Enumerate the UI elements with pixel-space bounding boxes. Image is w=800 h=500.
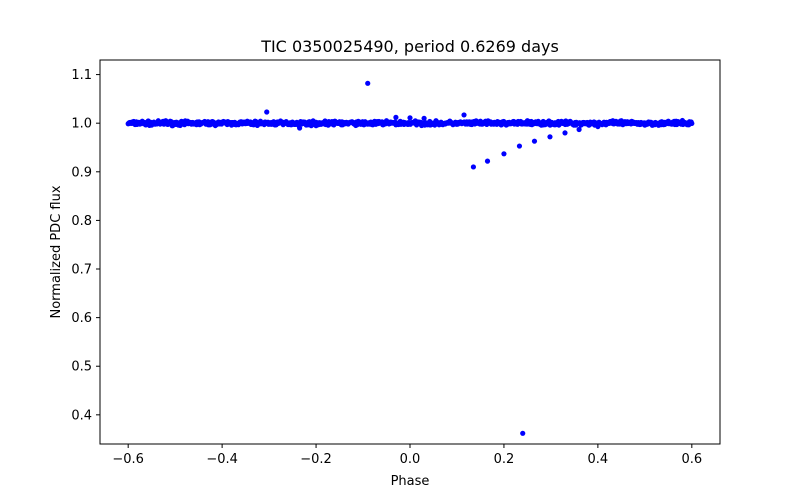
x-tick-label: −0.4 — [206, 452, 238, 467]
data-point — [281, 122, 286, 127]
data-point — [471, 164, 476, 169]
data-point — [478, 119, 483, 124]
data-point — [642, 123, 647, 128]
data-point — [264, 109, 269, 114]
data-point — [553, 122, 558, 127]
data-point — [525, 118, 530, 123]
y-tick-label: 0.6 — [71, 311, 92, 326]
y-tick-label: 1.0 — [71, 117, 92, 132]
data-point — [501, 151, 506, 156]
data-point — [384, 118, 389, 123]
data-point — [163, 118, 168, 123]
y-tick-label: 0.9 — [71, 165, 92, 180]
data-point — [205, 119, 210, 124]
data-point — [393, 115, 398, 120]
light-curve-chart: −0.6 −0.4 −0.2 0.0 0.2 0.4 0.6 0.4 0.5 0.6 0.7 0.8… — [0, 0, 800, 500]
data-point — [461, 112, 466, 117]
x-tick-label: 0.6 — [681, 452, 702, 467]
figure-background — [0, 0, 800, 500]
y-tick-label: 0.5 — [71, 360, 92, 375]
data-point — [619, 118, 624, 123]
data-point — [562, 130, 567, 135]
data-point — [485, 159, 490, 164]
y-tick-label: 0.8 — [71, 214, 92, 229]
x-tick-label: −0.2 — [300, 452, 332, 467]
x-tick-label: 0.4 — [588, 452, 609, 467]
data-point — [595, 124, 600, 129]
x-tick-label: 0.2 — [494, 452, 515, 467]
data-point — [532, 139, 537, 144]
data-point — [297, 125, 302, 130]
data-point — [149, 123, 154, 128]
data-point — [365, 81, 370, 86]
data-point — [407, 115, 412, 120]
y-axis-label: Normalized PDC flux — [49, 185, 64, 318]
data-point — [517, 143, 522, 148]
x-axis-label: Phase — [391, 474, 430, 489]
x-tick-label: 0.0 — [400, 452, 421, 467]
data-point — [337, 119, 342, 124]
data-point — [252, 119, 257, 124]
y-tick-label: 0.7 — [71, 263, 92, 278]
data-point — [666, 119, 671, 124]
data-point — [576, 127, 581, 132]
y-tick-label: 1.1 — [71, 68, 92, 83]
data-point — [313, 123, 318, 128]
data-point — [182, 122, 187, 127]
data-point — [360, 122, 365, 127]
data-point — [547, 134, 552, 139]
data-point — [440, 122, 445, 127]
data-point — [229, 123, 234, 128]
data-point — [687, 119, 692, 124]
y-tick-label: 0.4 — [71, 408, 92, 423]
data-point — [140, 119, 145, 124]
chart-title: TIC 0350025490, period 0.6269 days — [260, 37, 559, 56]
data-point — [421, 116, 426, 121]
x-tick-label: −0.6 — [112, 452, 144, 467]
data-point — [520, 431, 525, 436]
